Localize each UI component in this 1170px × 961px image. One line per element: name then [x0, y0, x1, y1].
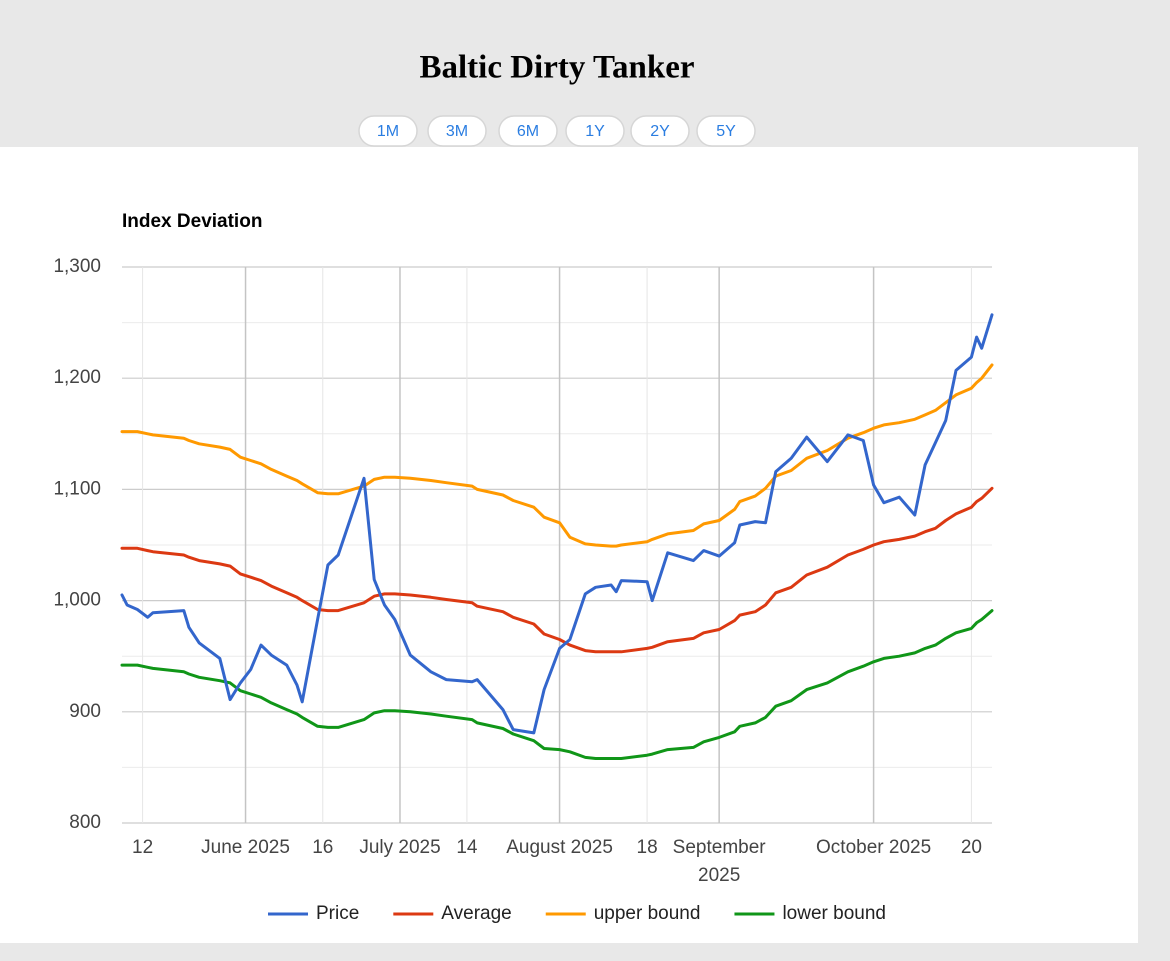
range-button[interactable]: 6M	[498, 115, 558, 147]
range-button[interactable]: 2Y	[630, 115, 690, 147]
page-title: Baltic Dirty Tanker	[419, 50, 694, 86]
y-tick-label: 1,300	[53, 256, 101, 277]
series-line	[120, 363, 994, 548]
x-tick-label: 12	[132, 837, 153, 858]
range-button-shape[interactable]	[696, 115, 756, 147]
range-button-label[interactable]: 2Y	[650, 123, 670, 140]
x-tick-label: August 2025	[506, 837, 613, 858]
range-button[interactable]: 5Y	[696, 115, 756, 147]
x-tick-label-line: 2025	[698, 865, 740, 886]
legend-item: lower bound	[734, 903, 886, 924]
legend-label: Price	[316, 903, 359, 924]
y-tick-label: 1,000	[53, 590, 101, 611]
x-tick-label: June 2025	[201, 837, 290, 858]
legend-label: Average	[441, 903, 511, 924]
range-button-shape[interactable]	[630, 115, 690, 147]
x-tick-label: September 2025	[673, 837, 767, 886]
x-tick-label-line: September	[673, 837, 767, 858]
legend-item: upper bound	[545, 903, 701, 924]
grid	[122, 266, 992, 824]
y-tick-label: 1,200	[53, 367, 101, 388]
range-button-label[interactable]: 6M	[517, 123, 539, 140]
range-button-label[interactable]: 5Y	[716, 123, 736, 140]
range-button-label[interactable]: 3M	[446, 123, 468, 140]
x-tick-label: October 2025	[816, 837, 931, 858]
y-tick-label: 1,100	[53, 478, 101, 499]
y-tick-label: 900	[69, 701, 101, 722]
x-tick-label: 14	[456, 837, 478, 858]
legend-label: lower bound	[782, 903, 886, 924]
legend-label: upper bound	[594, 903, 701, 924]
x-tick-label: 16	[312, 837, 333, 858]
range-button[interactable]: 1M	[358, 115, 418, 147]
chart-title: Index Deviation	[122, 211, 262, 232]
series-line	[120, 609, 994, 760]
legend: Price Average upper bound lower bound	[268, 903, 886, 924]
x-tick-label: 18	[637, 837, 658, 858]
legend-item: Price	[268, 903, 359, 924]
range-button[interactable]: 1Y	[565, 115, 625, 147]
range-button-shape[interactable]	[498, 115, 558, 147]
x-tick-label: 20	[961, 837, 982, 858]
x-tick-label: July 2025	[359, 837, 440, 858]
legend-item: Average	[393, 903, 512, 924]
range-button[interactable]: 3M	[427, 115, 487, 147]
range-button-shape[interactable]	[427, 115, 487, 147]
range-button-label[interactable]: 1M	[377, 123, 399, 140]
range-button-shape[interactable]	[565, 115, 625, 147]
range-button-shape[interactable]	[358, 115, 418, 147]
series-line	[120, 313, 994, 735]
y-tick-label: 800	[69, 812, 101, 833]
range-button-label[interactable]: 1Y	[585, 123, 605, 140]
